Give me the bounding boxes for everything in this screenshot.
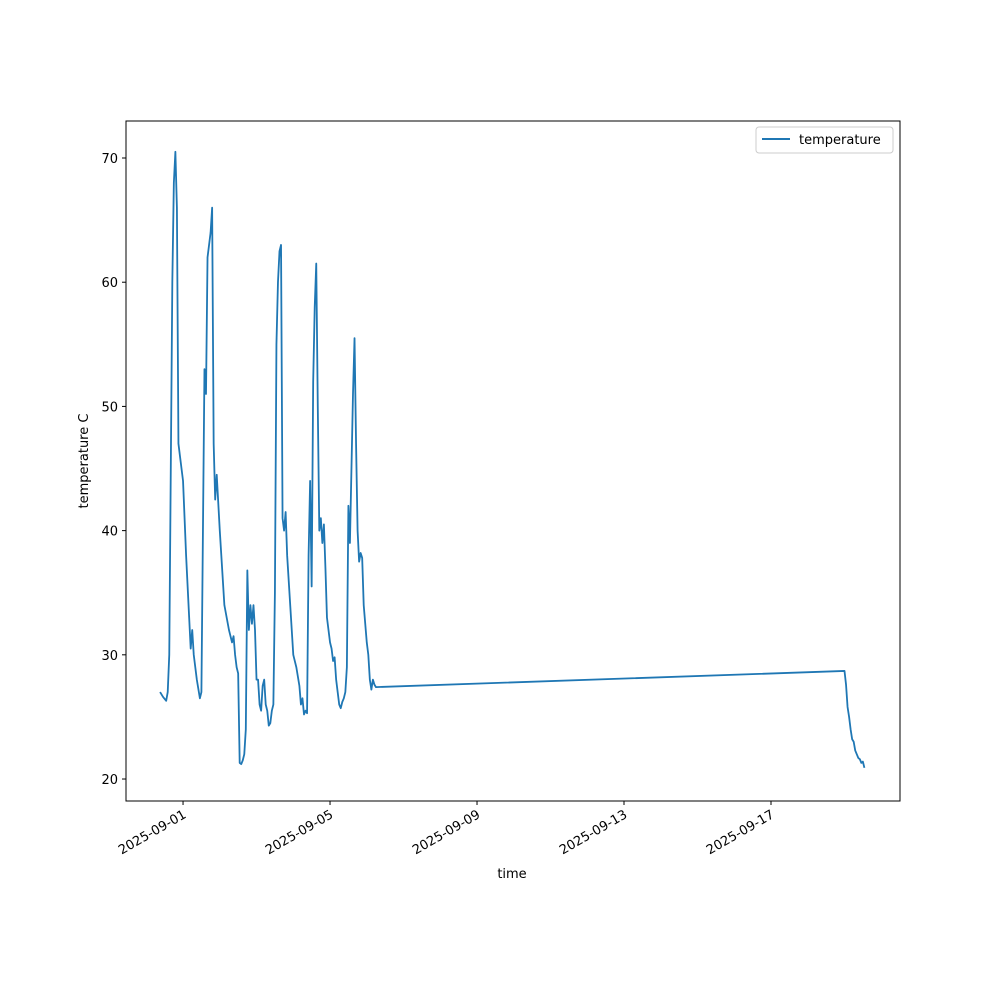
y-tick-label: 40: [101, 525, 118, 540]
legend-label: temperature: [799, 133, 881, 148]
line-series: [159, 150, 866, 769]
legend-box: [755, 126, 894, 154]
y-tick-label: 50: [101, 400, 118, 415]
y-axis-label: temperature C: [77, 414, 92, 509]
y-tick-label: 30: [101, 649, 118, 664]
y-tick-label: 60: [101, 276, 118, 291]
y-tick-label: 70: [101, 152, 118, 167]
x-axis-label: time: [497, 867, 526, 882]
y-tick-label: 20: [101, 773, 118, 788]
plot-frame: [125, 120, 901, 802]
